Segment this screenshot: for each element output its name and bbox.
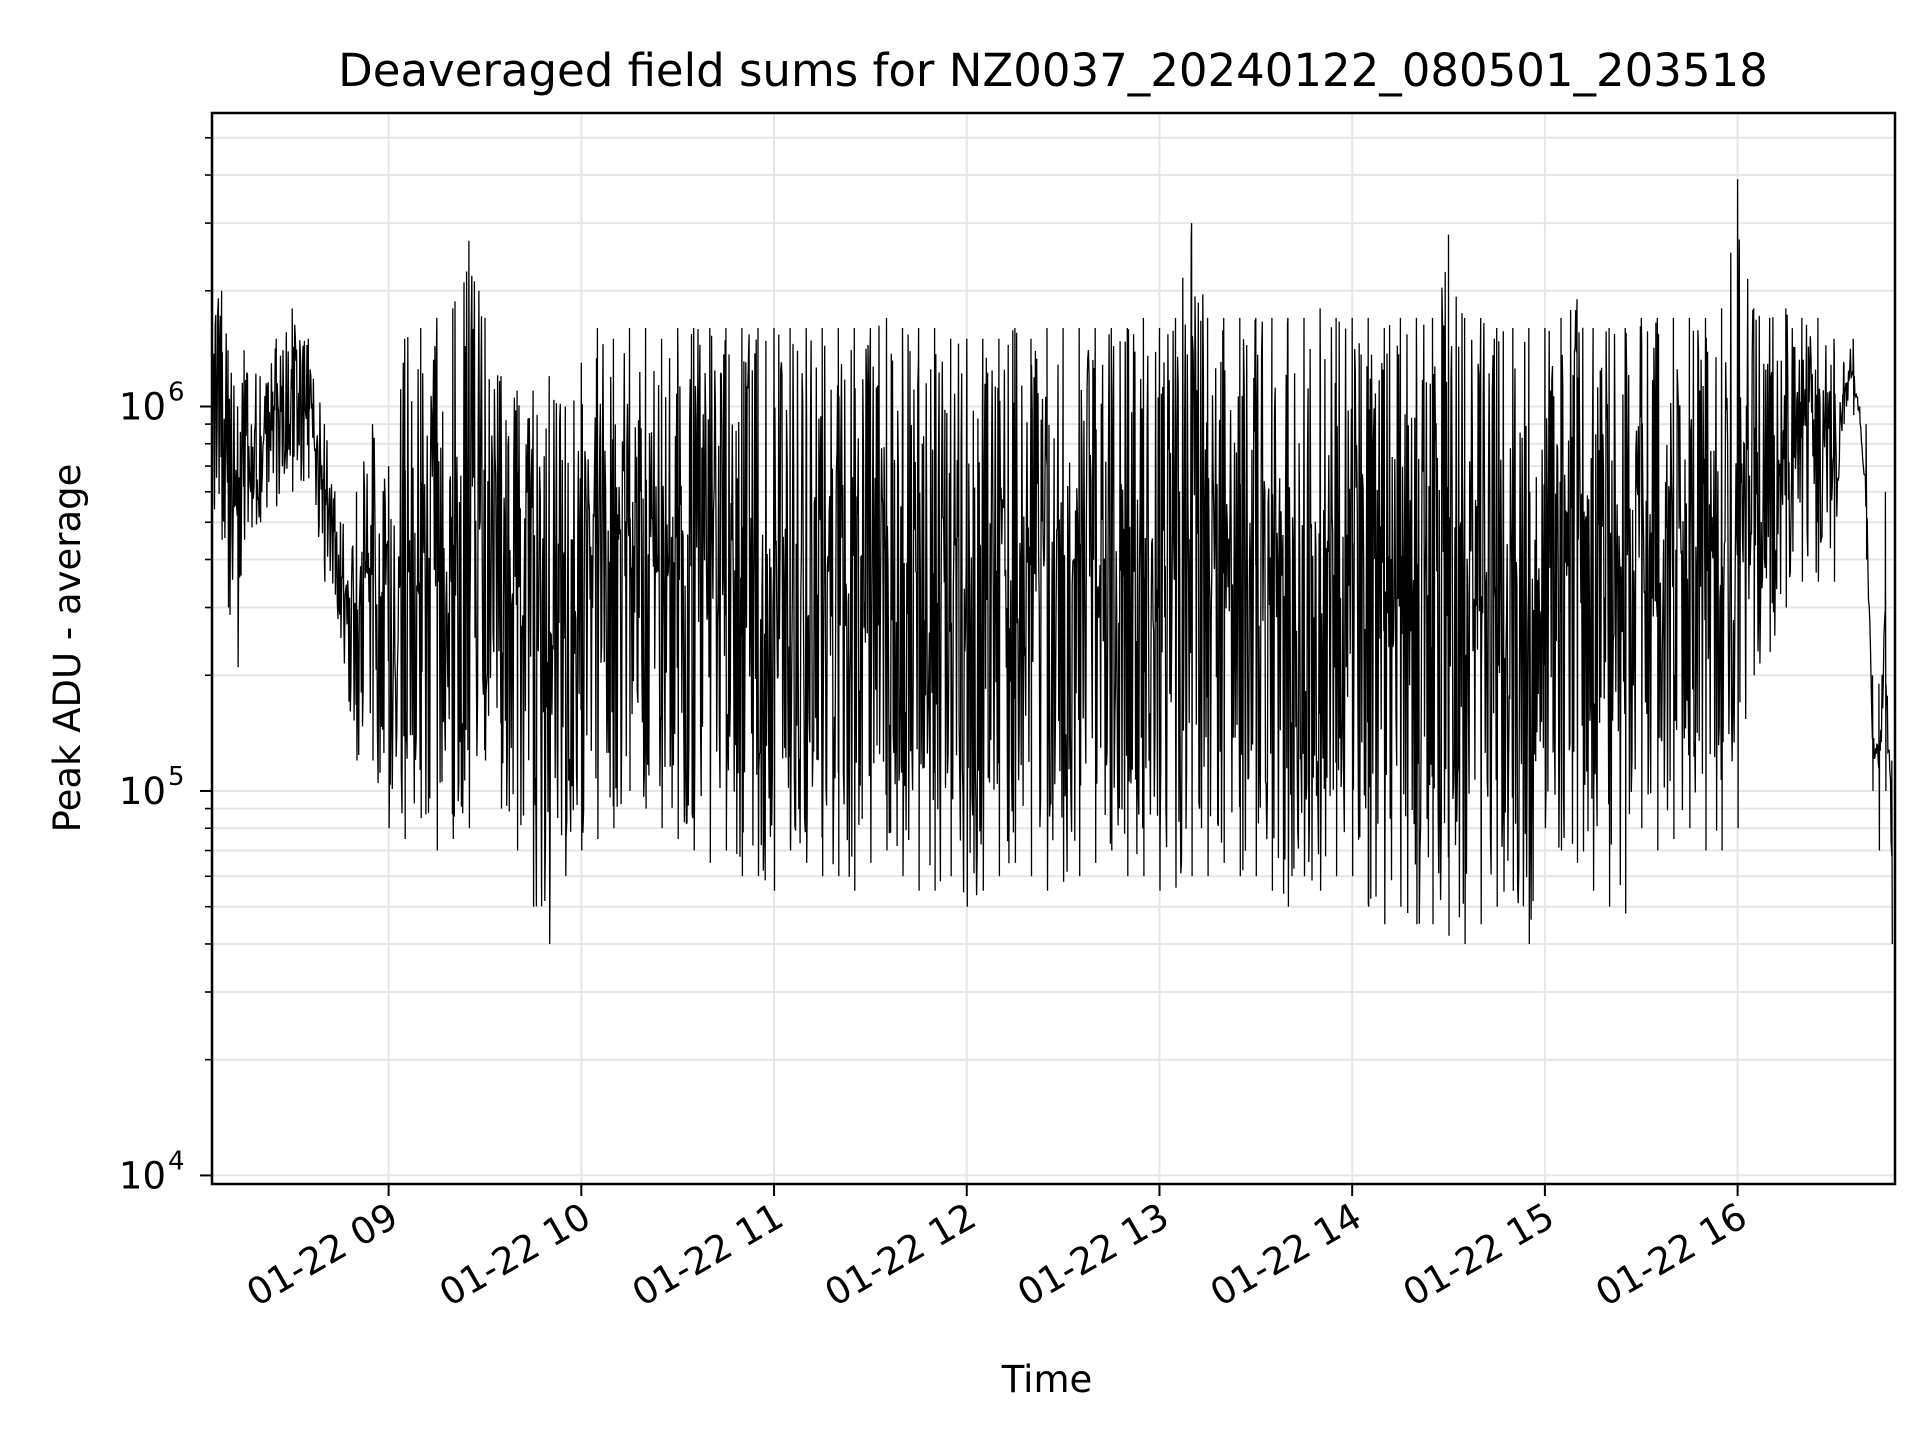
x-axis-label: Time xyxy=(1001,1358,1093,1401)
y-axis-label: Peak ADU - average xyxy=(46,464,89,833)
x-tick-label: 01-22 11 xyxy=(625,1195,791,1315)
y-tick-exponent: 5 xyxy=(168,762,185,792)
y-tick-label: 10 xyxy=(119,1154,166,1197)
x-tick-label: 01-22 12 xyxy=(818,1195,984,1315)
x-tick-label: 01-22 10 xyxy=(432,1195,598,1315)
y-tick-exponent: 4 xyxy=(168,1146,185,1176)
x-tick-label: 01-22 09 xyxy=(240,1195,406,1315)
y-tick-label: 10 xyxy=(119,386,166,429)
x-tick-label: 01-22 14 xyxy=(1203,1195,1369,1315)
plot-frame xyxy=(210,111,1897,1186)
x-tick-label: 01-22 13 xyxy=(1010,1195,1176,1315)
y-tick-label: 10 xyxy=(119,770,166,813)
chart-title: Deaveraged field sums for NZ0037_2024012… xyxy=(338,44,1768,97)
y-tick-exponent: 6 xyxy=(168,378,185,408)
x-tick-label: 01-22 15 xyxy=(1396,1195,1562,1315)
x-tick-label: 01-22 16 xyxy=(1589,1195,1755,1315)
data-series xyxy=(211,179,1893,945)
series-line xyxy=(211,179,1893,945)
